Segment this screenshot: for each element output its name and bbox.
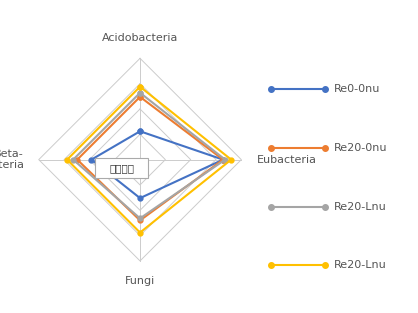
Text: 分类标签: 分类标签: [109, 163, 134, 173]
Text: Re20-Lnu: Re20-Lnu: [334, 202, 387, 212]
FancyBboxPatch shape: [95, 158, 148, 178]
Text: Re20-0nu: Re20-0nu: [334, 143, 387, 153]
Text: Fungi: Fungi: [125, 276, 155, 286]
Text: Eubacteria: Eubacteria: [257, 155, 316, 165]
Text: Acidobacteria: Acidobacteria: [102, 33, 178, 43]
Text: Re20-Lnu: Re20-Lnu: [334, 260, 387, 270]
Text: Re0-0nu: Re0-0nu: [334, 84, 380, 94]
Text: Beta-
proteobacteria: Beta- proteobacteria: [0, 149, 23, 171]
